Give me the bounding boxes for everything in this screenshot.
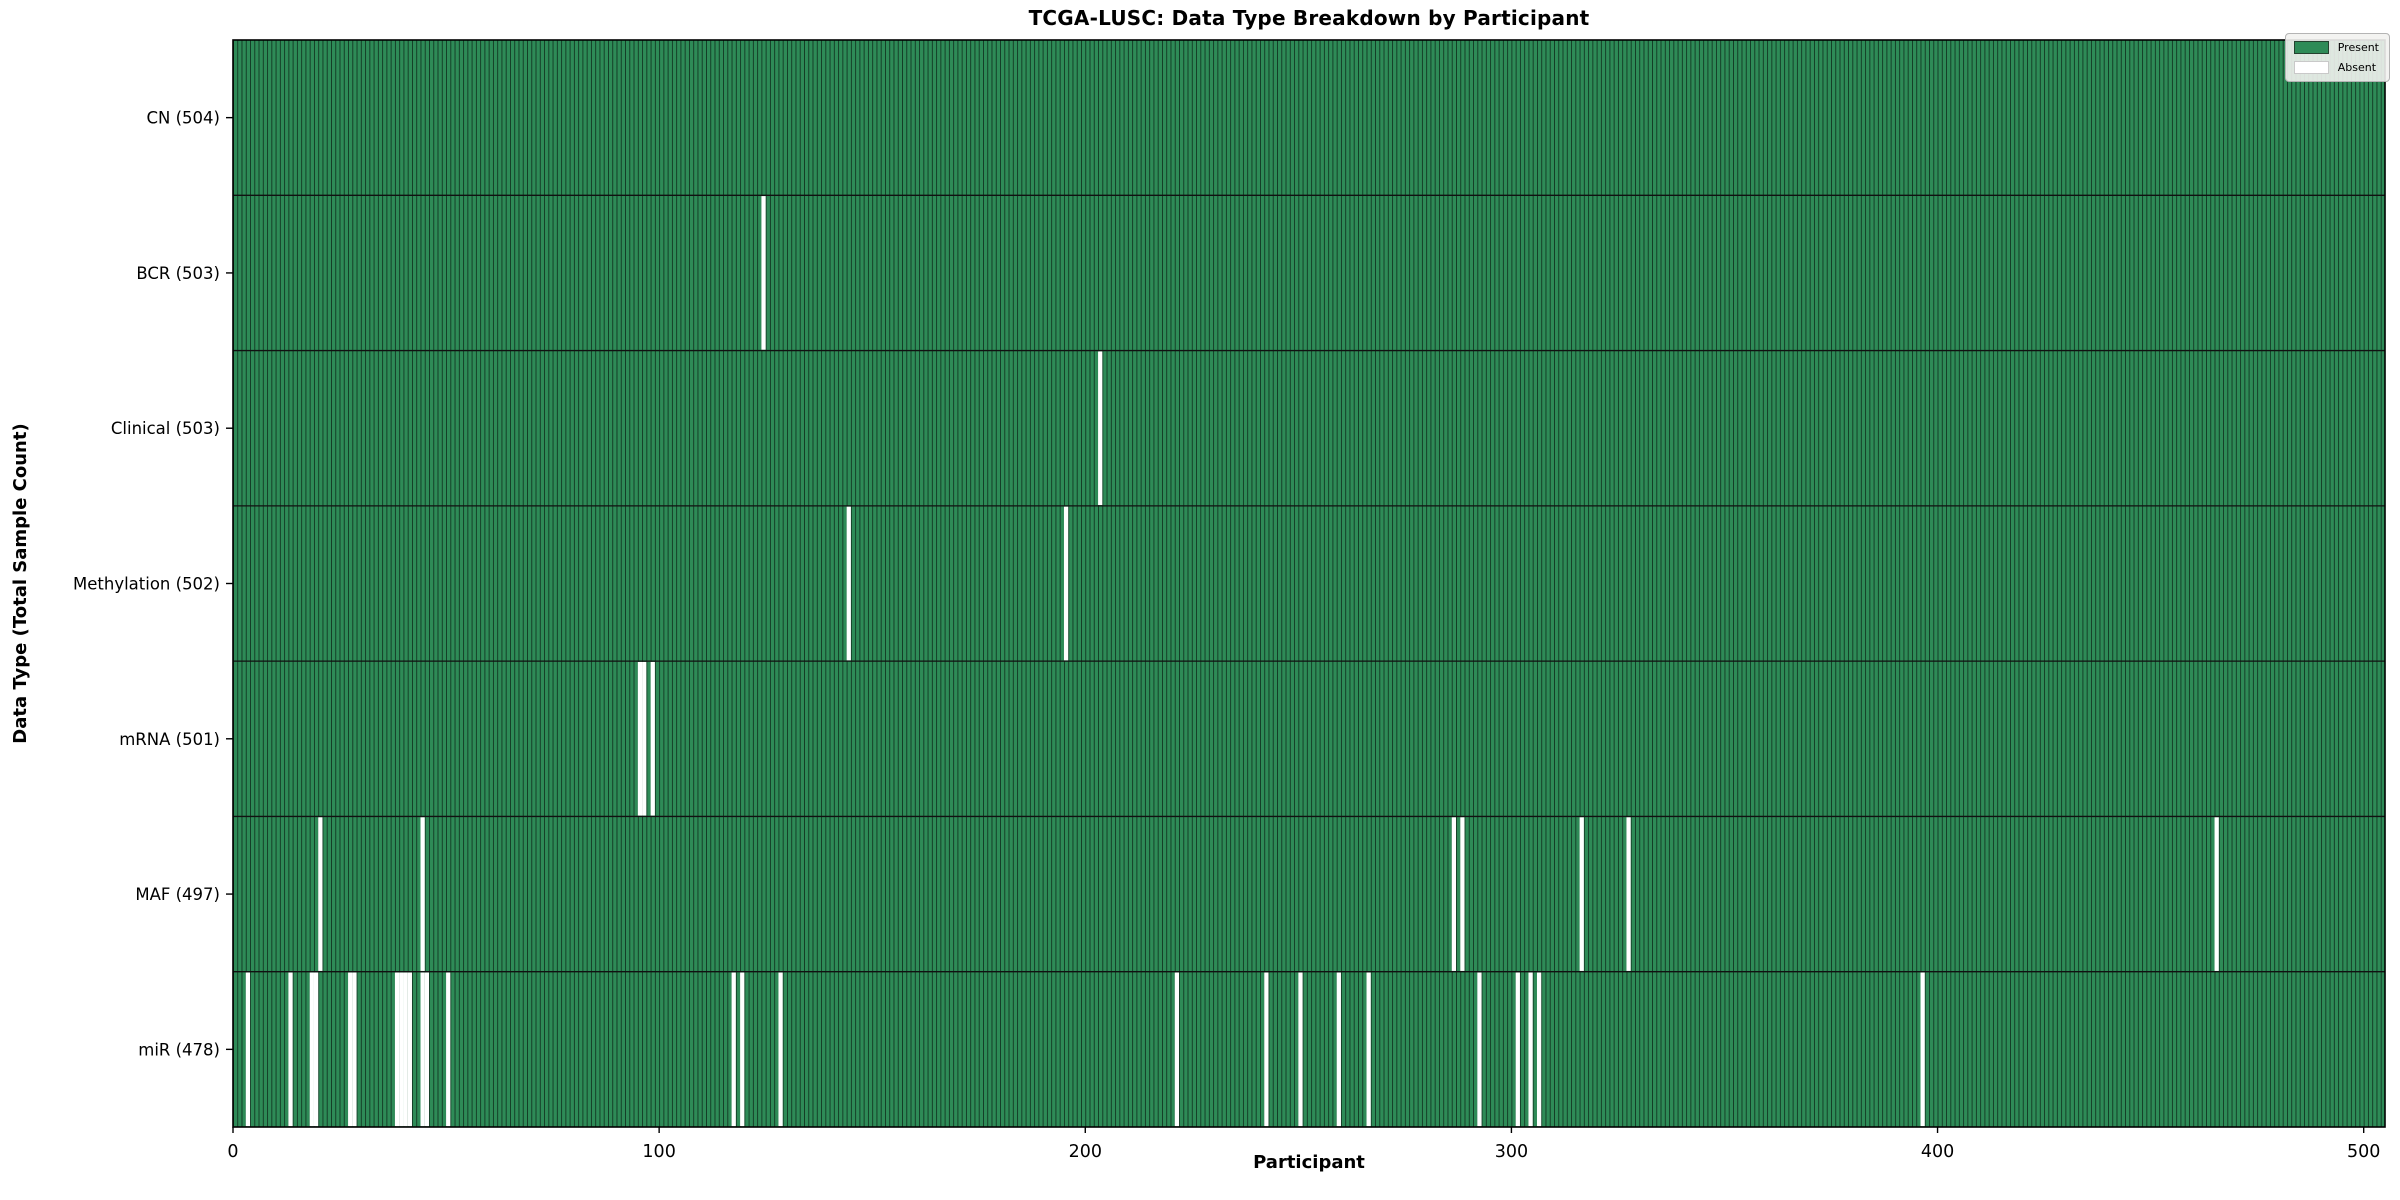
absent-gap-miR-19 [313, 972, 319, 1127]
chart-title: TCGA-LUSC: Data Type Breakdown by Partic… [1028, 6, 1590, 30]
row-label-mRNA: mRNA (501) [119, 730, 220, 749]
absent-gap-MAF-465 [2214, 817, 2219, 971]
absent-gap-miR-301 [1515, 972, 1520, 1127]
absent-gap-miR-40 [403, 972, 408, 1127]
y-axis-label: Data Type (Total Sample Count) [10, 423, 31, 744]
absent-gap-miR-45 [424, 972, 430, 1127]
legend-entry-absent: Absent [2293, 61, 2379, 74]
row-label-MAF: MAF (497) [135, 885, 220, 904]
absent-gap-Methylation-195 [1063, 506, 1069, 661]
legend-label-present: Present [2337, 41, 2379, 54]
legend-entry-present: Present [2293, 41, 2379, 54]
legend: Present Absent [2284, 33, 2390, 82]
absent-gap-miR-38 [394, 972, 400, 1127]
x-tick-label: 0 [227, 1142, 238, 1162]
absent-gap-miR-13 [288, 972, 293, 1127]
present-swatch-icon [2293, 41, 2329, 54]
absent-gap-miR-396 [1920, 972, 1925, 1127]
x-tick-label: 500 [2347, 1142, 2380, 1162]
absent-gap-miR-39 [399, 972, 404, 1127]
absent-gap-miR-304 [1528, 972, 1533, 1127]
absent-swatch-icon [2293, 61, 2329, 74]
row-label-miR: miR (478) [138, 1040, 220, 1059]
absent-gap-miR-221 [1174, 972, 1180, 1127]
absent-gap-MAF-20 [318, 817, 323, 971]
x-axis-label: Participant [1253, 1152, 1365, 1173]
absent-gap-Clinical-203 [1098, 351, 1103, 506]
absent-gap-mRNA-95 [637, 661, 643, 816]
absent-gap-miR-250 [1298, 972, 1303, 1127]
absent-gap-miR-119 [740, 972, 745, 1127]
absent-gap-MAF-286 [1451, 817, 1457, 971]
present-bars-field [233, 40, 2385, 1127]
row-label-BCR: BCR (503) [136, 264, 220, 283]
x-tick-label: 300 [1495, 1142, 1528, 1162]
absent-gap-miR-266 [1366, 972, 1371, 1127]
absent-gap-miR-3 [245, 972, 251, 1127]
absent-gap-MAF-44 [420, 817, 425, 971]
absent-gap-BCR-124 [761, 196, 766, 350]
row-label-Clinical: Clinical (503) [111, 419, 220, 438]
x-tick-label: 200 [1069, 1142, 1102, 1162]
absent-gap-mRNA-98 [650, 661, 655, 816]
absent-gap-miR-128 [778, 972, 783, 1127]
absent-gap-Methylation-144 [846, 506, 851, 661]
absent-gap-miR-242 [1264, 972, 1269, 1127]
absent-gap-miR-44 [420, 972, 425, 1127]
absent-gap-miR-27 [348, 972, 353, 1127]
absent-gap-MAF-316 [1579, 817, 1584, 971]
absent-gap-mRNA-96 [642, 661, 647, 816]
absent-gap-miR-41 [407, 972, 412, 1127]
absent-gap-miR-50 [446, 972, 451, 1127]
absent-gap-MAF-288 [1460, 817, 1465, 971]
row-label-CN: CN (504) [147, 109, 220, 128]
x-tick-label: 400 [1921, 1142, 1954, 1162]
absent-gap-miR-18 [309, 972, 314, 1127]
absent-gap-miR-292 [1477, 972, 1482, 1127]
row-label-Methylation: Methylation (502) [73, 575, 220, 594]
absent-gap-miR-259 [1336, 972, 1341, 1127]
legend-label-absent: Absent [2337, 61, 2377, 74]
absent-gap-miR-306 [1536, 972, 1542, 1127]
absent-gap-miR-28 [352, 972, 357, 1127]
absent-gap-miR-117 [731, 972, 736, 1127]
absent-gap-MAF-327 [1626, 817, 1631, 971]
x-tick-label: 100 [642, 1142, 675, 1162]
